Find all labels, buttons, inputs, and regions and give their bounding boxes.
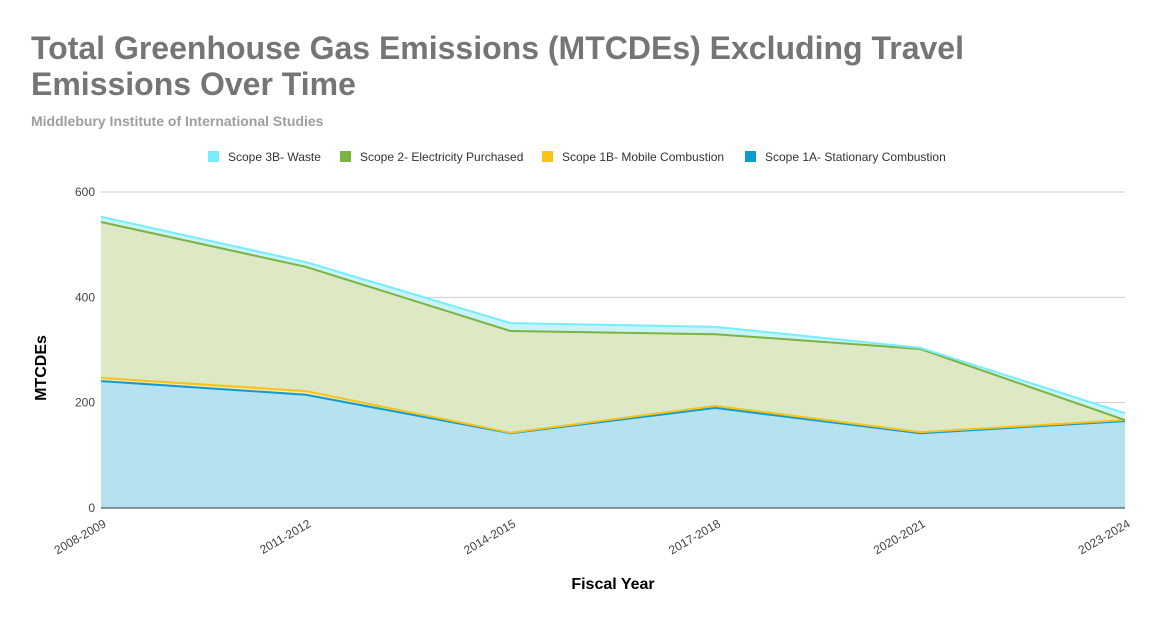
- y-axis-title: MTCDEs: [33, 335, 50, 401]
- x-tick-label: 2014-2015: [461, 516, 518, 557]
- legend-swatch: [340, 151, 351, 162]
- chart-title: Total Greenhouse Gas Emissions (MTCDEs) …: [31, 30, 964, 102]
- y-tick-label: 400: [75, 290, 95, 304]
- legend-swatch: [542, 151, 553, 162]
- x-tick-label: 2017-2018: [666, 516, 723, 557]
- x-tick-label: 2008-2009: [52, 516, 109, 557]
- area-scope-1a-stationary-combustion: [101, 381, 1125, 508]
- line-scope-1a-stationary-combustion: [100, 380, 1126, 435]
- legend-swatch: [745, 151, 756, 162]
- legend-swatch: [208, 151, 219, 162]
- area-scope-2-electricity-purchased: [101, 222, 1125, 433]
- line-scope-1b-mobile-combustion: [100, 376, 1126, 434]
- line-scope-3b-waste: [100, 215, 1126, 415]
- y-tick-label: 600: [75, 185, 95, 199]
- legend-label: Scope 3B- Waste: [228, 150, 321, 164]
- legend-label: Scope 2- Electricity Purchased: [360, 150, 523, 164]
- x-tick-label: 2011-2012: [257, 516, 313, 557]
- chart-subtitle: Middlebury Institute of International St…: [31, 113, 324, 129]
- y-tick-label: 0: [88, 501, 95, 515]
- x-axis-title: Fiscal Year: [571, 576, 654, 593]
- line-scope-2-electricity-purchased: [100, 221, 1126, 421]
- x-tick-label: 2023-2024: [1076, 516, 1133, 557]
- legend-label: Scope 1A- Stationary Combustion: [765, 150, 946, 164]
- x-tick-label: 2020-2021: [871, 516, 928, 557]
- legend-label: Scope 1B- Mobile Combustion: [562, 150, 724, 164]
- y-tick-label: 200: [75, 396, 95, 410]
